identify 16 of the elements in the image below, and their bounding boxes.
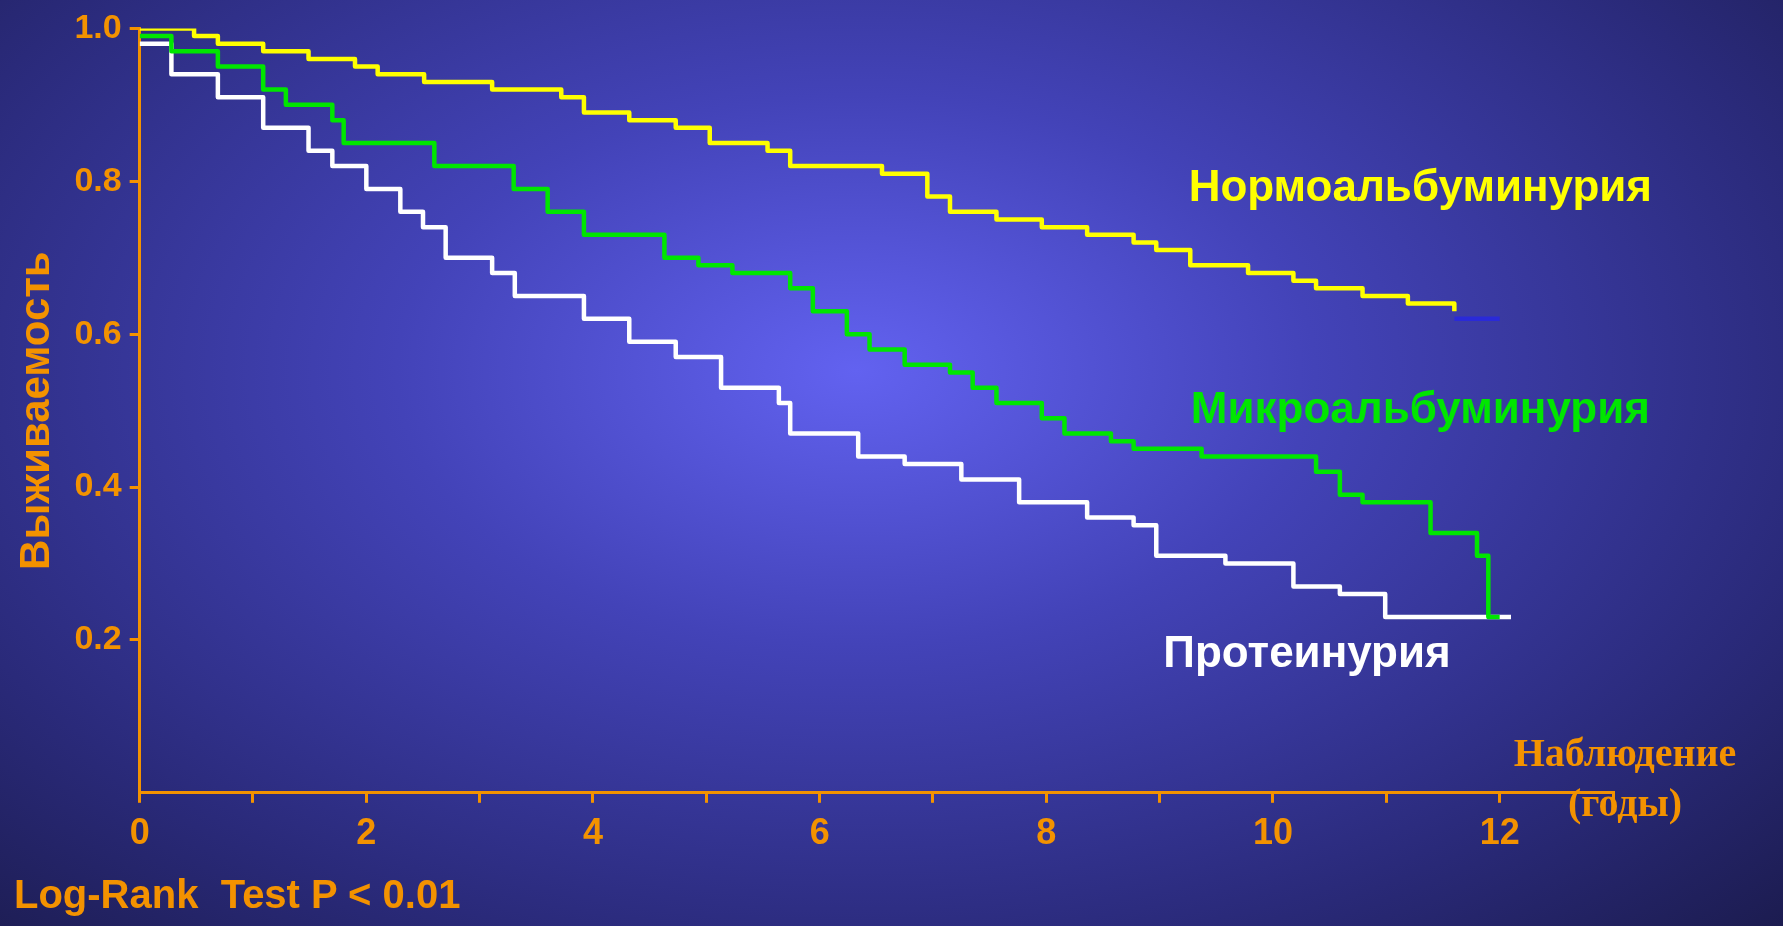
y-tick-label: 0.4	[74, 465, 122, 504]
x-tick-label: 2	[356, 811, 377, 853]
series-label: Протеинурия	[1163, 627, 1451, 677]
y-tick-label: 0.8	[74, 159, 122, 198]
x-tick-label: 10	[1252, 811, 1294, 853]
text: Log-Rank Test P < 0.01	[14, 872, 461, 917]
x-tick-label: 0	[129, 811, 150, 853]
x-tick-label: 8	[1036, 811, 1057, 853]
y-tick-label: 0.2	[74, 618, 122, 657]
y-tick-label: 0.6	[74, 312, 122, 351]
y-axis-title: Выживаемость	[10, 251, 58, 570]
series-label: Микроальбуминурия	[1190, 382, 1650, 432]
x-tick-label: 4	[582, 811, 604, 853]
x-tick-label: 6	[809, 811, 830, 853]
y-tick-label: 1.0	[74, 6, 122, 45]
series-label: Нормоальбуминурия	[1188, 161, 1653, 211]
